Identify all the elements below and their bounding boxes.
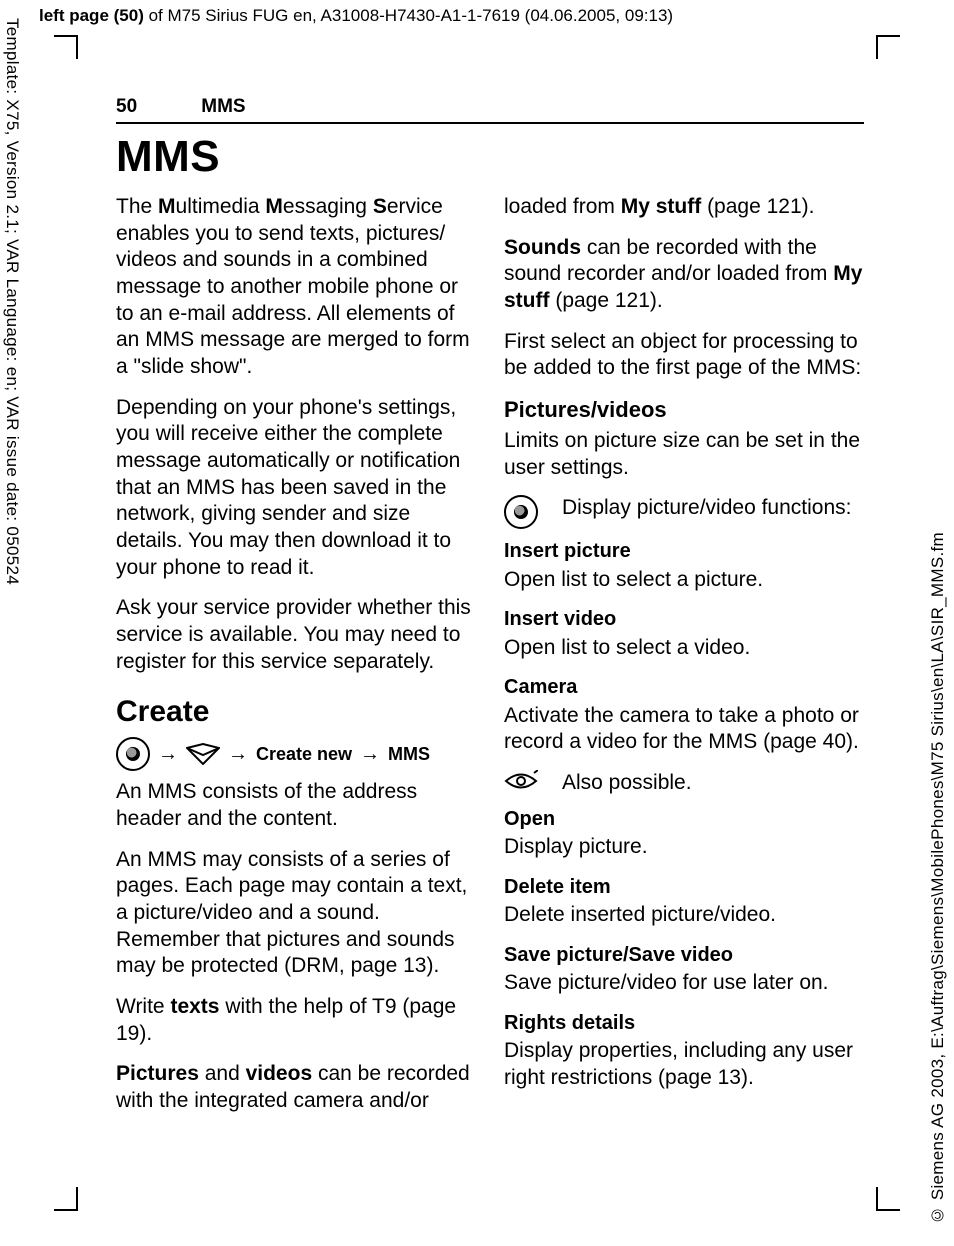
left-sidenote: Template: X75, Version 2.1; VAR Language… [2,18,22,585]
paragraph: Limits on picture size can be set in the… [504,428,864,481]
item-open: Open Display picture. [504,807,864,861]
text: and [199,1062,246,1085]
text: ultimedia [176,195,266,218]
arrow-icon: → [228,742,248,767]
running-head: 50 MMS [116,96,864,118]
page: left page (50) of M75 Sirius FUG en, A31… [0,0,954,1246]
navigation-line: → → Create new → MMS [116,737,476,771]
create-section: Create → → Create new → MMS An MM [116,693,476,832]
text-bold: texts [170,995,219,1018]
function-line-also: Also possible. [504,770,864,797]
right-sidenote: © Siemens AG 2003, E:\Auftrag\Siemens\Mo… [928,532,948,1224]
arrow-icon: → [158,742,178,767]
crop-mark [54,1209,78,1211]
content-area: 50 MMS MMS The Multimedia Messaging Serv… [116,96,864,1186]
text: (page 121). [550,289,663,312]
crop-mark [876,1187,878,1211]
heading-insert-picture: Insert picture [504,539,864,564]
arrow-icon: → [360,742,380,767]
heading-open: Open [504,807,864,832]
text-bold: M [158,195,176,218]
header-rule [116,122,864,124]
function-line: Display picture/video functions: [504,495,864,529]
heading-insert-video: Insert video [504,607,864,632]
paragraph: An MMS consists of the address header an… [116,779,476,832]
center-key-icon [504,495,538,529]
heading-rights-details: Rights details [504,1011,864,1036]
paragraph: Sounds can be recorded with the sound re… [504,235,864,315]
heading-create: Create [116,693,476,731]
top-meta-rest: of M75 Sirius FUG en, A31008-H7430-A1-1-… [144,6,673,25]
text: (page 121). [701,195,814,218]
top-meta-bold: left page (50) [39,6,144,25]
paragraph: Delete inserted picture/video. [504,902,864,929]
item-delete: Delete item Delete inserted picture/vide… [504,875,864,929]
text-bold: Sounds [504,236,581,259]
text: ervice enables you to send texts, pictur… [116,195,470,378]
eye-icon [504,770,538,792]
section-name: MMS [201,96,245,117]
page-number: 50 [116,96,196,118]
heading-delete-item: Delete item [504,875,864,900]
top-meta-line: left page (50) of M75 Sirius FUG en, A31… [39,6,673,26]
nav-label-mms: MMS [388,743,430,766]
page-title: MMS [116,132,864,182]
item-insert-video: Insert video Open list to select a video… [504,607,864,661]
two-column-body: The Multimedia Messaging Service enables… [116,194,864,1114]
item-rights: Rights details Display properties, inclu… [504,1011,864,1092]
heading-save: Save picture/Save video [504,943,864,968]
paragraph: Depending on your phone's settings, you … [116,395,476,582]
heading-pictures-videos: Pictures/videos [504,396,864,424]
paragraph: Display picture. [504,834,864,861]
text: The [116,195,158,218]
item-save: Save picture/Save video Save picture/vid… [504,943,864,997]
crop-mark [54,35,78,37]
paragraph: Display properties, including any user r… [504,1038,864,1091]
crop-mark [76,35,78,59]
crop-mark [876,35,878,59]
paragraph: Write texts with the help of T9 (page 19… [116,994,476,1047]
paragraph: Save picture/video for use later on. [504,970,864,997]
crop-mark [76,1187,78,1211]
nav-label-create-new: Create new [256,743,352,766]
text-bold: My stuff [621,195,702,218]
center-key-icon [116,737,150,771]
heading-camera: Camera [504,675,864,700]
paragraph: Open list to select a video. [504,635,864,662]
paragraph: Activate the camera to take a photo or r… [504,703,864,756]
crop-mark [876,35,900,37]
text: essaging [283,195,373,218]
text: Write [116,995,170,1018]
function-description: Also possible. [562,770,864,797]
paragraph: Ask your service provider whether this s… [116,595,476,675]
paragraph: An MMS may consists of a series of pages… [116,847,476,980]
function-description: Display picture/video functions: [562,495,864,522]
text-bold: videos [246,1062,313,1085]
paragraph: Open list to select a picture. [504,567,864,594]
text-bold: S [373,195,387,218]
paragraph: First select an object for processing to… [504,329,864,382]
item-insert-picture: Insert picture Open list to select a pic… [504,539,864,593]
envelope-icon [186,743,220,765]
item-camera: Camera Activate the camera to take a pho… [504,675,864,756]
crop-mark [876,1209,900,1211]
text-bold: M [265,195,283,218]
intro-paragraph: The Multimedia Messaging Service enables… [116,194,476,381]
text-bold: Pictures [116,1062,199,1085]
